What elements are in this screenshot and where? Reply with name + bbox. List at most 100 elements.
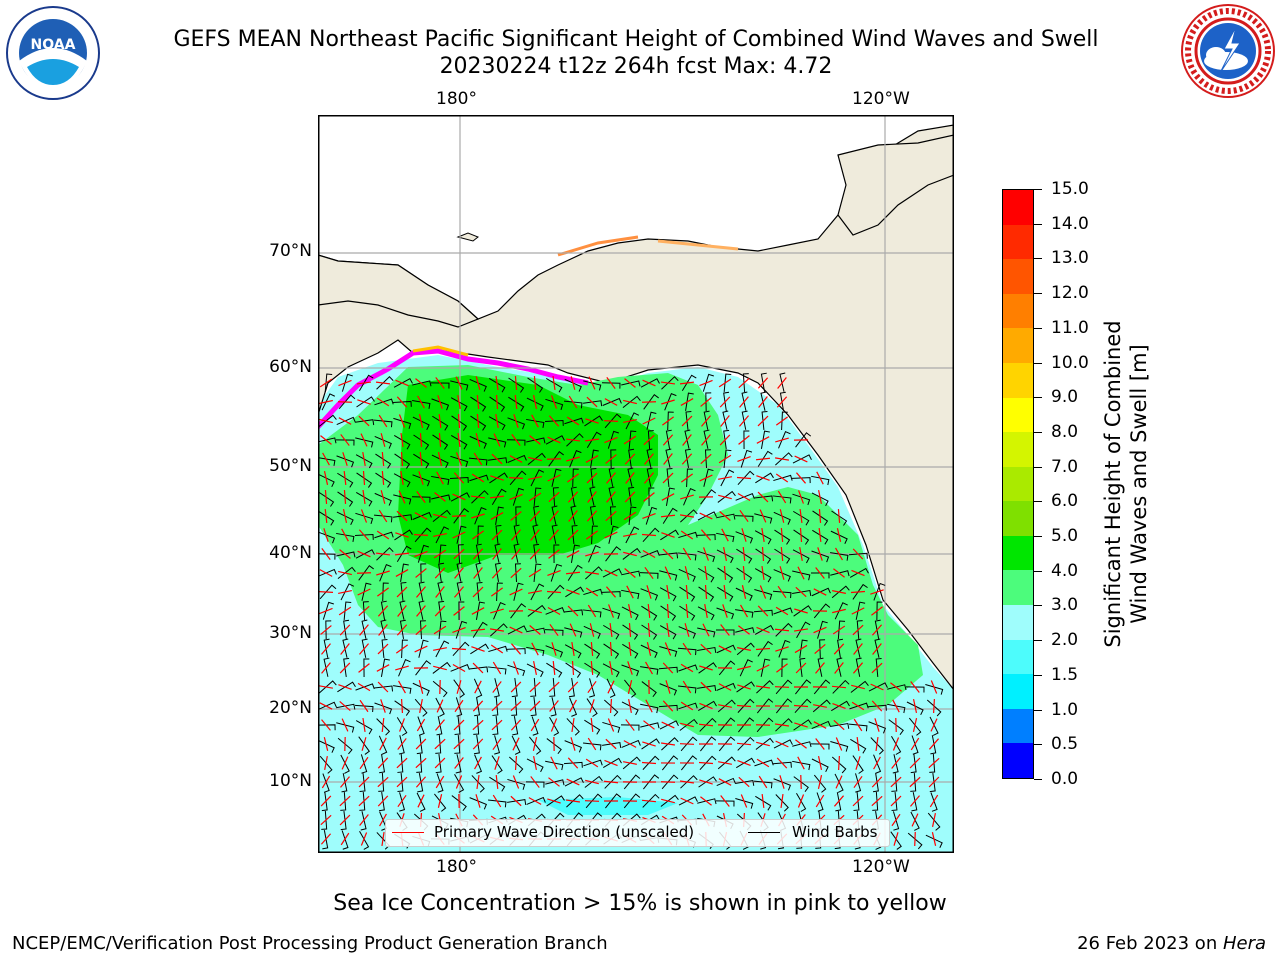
- wind-barb: [530, 583, 545, 601]
- wind-barb: [888, 719, 904, 736]
- colorbar-segment: [1003, 397, 1033, 433]
- wave-direction-arrow: [798, 490, 804, 504]
- wind-barb: [736, 681, 755, 693]
- wave-direction-arrow: [395, 532, 409, 538]
- wave-direction-arrow: [338, 589, 352, 595]
- colorbar-tick: [1034, 466, 1042, 468]
- wave-direction-arrow: [395, 379, 409, 387]
- wave-direction-arrow: [474, 680, 482, 694]
- lat-label-50n: 50°N: [269, 456, 312, 476]
- wave-direction-arrow: [417, 794, 425, 808]
- wind-barb: [606, 678, 616, 698]
- wind-barb: [646, 411, 657, 430]
- wind-barb: [622, 624, 639, 640]
- colorbar-tick-label: 0.0: [1051, 769, 1079, 789]
- wave-direction-arrow: [455, 376, 463, 390]
- wind-barb: [661, 376, 679, 390]
- wave-direction-arrow: [604, 569, 618, 577]
- wind-barb: [791, 477, 811, 484]
- wind-barb: [545, 645, 564, 658]
- wind-barb: [511, 735, 521, 755]
- wind-barb: [470, 396, 487, 412]
- wind-barb: [640, 378, 660, 388]
- wind-barb: [753, 780, 773, 789]
- wind-barb: [722, 410, 729, 430]
- wind-barb: [355, 492, 373, 507]
- wave-direction-arrow: [679, 381, 695, 385]
- wave-direction-arrow: [645, 661, 653, 675]
- wave-direction-arrow: [491, 719, 503, 731]
- wave-direction-arrow: [590, 641, 594, 657]
- wind-barb: [810, 572, 830, 579]
- colorbar-tick-label: 6.0: [1051, 491, 1079, 512]
- wave-direction-arrow: [737, 684, 751, 690]
- wave-direction-arrow: [625, 719, 635, 731]
- wave-direction-arrow: [571, 660, 575, 676]
- wind-barb: [816, 792, 824, 812]
- wave-direction-arrow: [718, 476, 732, 480]
- wave-direction-arrow: [566, 550, 580, 558]
- wind-barb: [811, 720, 831, 729]
- wave-direction-arrow: [510, 719, 522, 731]
- wave-direction-arrow: [472, 700, 484, 712]
- wind-barb: [661, 737, 679, 751]
- wind-barb: [754, 513, 773, 524]
- wind-barb: [511, 696, 518, 716]
- wind-barb: [608, 525, 619, 544]
- wind-barb: [454, 715, 461, 736]
- wind-barb: [432, 434, 449, 450]
- wave-direction-arrow: [338, 570, 352, 576]
- colorbar-tick: [1034, 189, 1042, 190]
- wave-direction-arrow: [643, 720, 655, 730]
- wind-barb: [659, 587, 677, 602]
- wind-barb: [666, 467, 673, 488]
- wind-barb: [411, 496, 431, 503]
- wave-direction-arrow: [774, 628, 790, 632]
- wind-barb: [546, 662, 563, 678]
- wave-direction-arrow: [530, 776, 540, 788]
- wind-barb: [564, 609, 584, 616]
- wind-barb: [873, 754, 882, 774]
- wind-barb: [830, 570, 850, 577]
- wind-barb: [529, 736, 542, 755]
- wind-barb: [393, 417, 412, 429]
- wind-barb: [700, 736, 717, 752]
- wind-barb: [341, 773, 348, 793]
- wind-barb: [754, 759, 774, 767]
- wind-barb: [736, 642, 755, 656]
- wind-barb: [488, 457, 508, 464]
- wind-barb: [487, 799, 507, 808]
- wind-barb: [495, 506, 504, 525]
- wind-barb: [373, 419, 393, 428]
- wind-barb: [569, 449, 582, 468]
- wind-barb: [413, 434, 430, 450]
- wave-direction-arrow: [414, 550, 428, 558]
- wave-direction-arrow: [567, 681, 579, 693]
- wind-barb: [700, 489, 717, 505]
- lat-label-10n: 10°N: [269, 771, 312, 791]
- wind-barb: [640, 666, 659, 675]
- wind-barb: [355, 512, 374, 524]
- wind-barb: [698, 662, 717, 674]
- wind-barb: [678, 664, 698, 672]
- wind-barb: [887, 703, 906, 714]
- wave-direction-arrow: [375, 552, 391, 556]
- wind-barb: [455, 620, 468, 639]
- wind-barb: [793, 719, 812, 731]
- wave-direction-arrow: [533, 661, 537, 675]
- wave-direction-arrow: [661, 532, 675, 538]
- wave-direction-arrow: [454, 757, 464, 769]
- wind-barb: [723, 373, 732, 393]
- wind-barb: [565, 662, 582, 678]
- wind-barb: [450, 492, 470, 502]
- wind-barb: [355, 454, 373, 469]
- wind-barb: [812, 510, 829, 526]
- wind-barb: [735, 609, 754, 618]
- wave-direction-arrow: [509, 626, 523, 634]
- wave-direction-arrow: [376, 570, 390, 576]
- wave-direction-arrow: [549, 529, 559, 541]
- wave-direction-arrow: [400, 451, 404, 467]
- wind-barb: [507, 454, 527, 463]
- wave-direction-arrow: [931, 813, 937, 827]
- wave-direction-arrow: [495, 394, 499, 410]
